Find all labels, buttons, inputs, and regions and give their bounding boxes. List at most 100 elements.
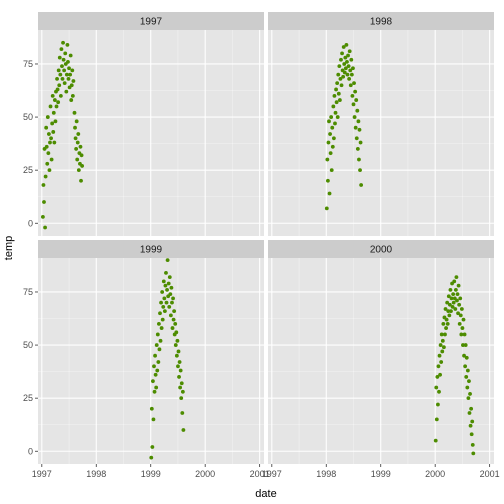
data-point xyxy=(446,309,451,313)
data-point xyxy=(467,379,471,384)
data-point xyxy=(178,368,183,373)
x-tick-label: 1999 xyxy=(141,469,161,479)
data-point xyxy=(46,132,51,136)
data-point xyxy=(451,300,456,305)
y-tick-label: 75 xyxy=(23,287,33,297)
data-point xyxy=(452,279,457,284)
data-point xyxy=(458,313,463,318)
x-tick-label: 1998 xyxy=(86,469,106,479)
data-point xyxy=(165,258,170,263)
data-point xyxy=(51,110,56,115)
data-point xyxy=(343,66,348,71)
data-point xyxy=(168,292,173,296)
data-point xyxy=(153,353,157,358)
data-point xyxy=(339,57,343,62)
data-point xyxy=(171,296,175,301)
data-point xyxy=(334,87,338,92)
data-point xyxy=(445,321,450,326)
facet-strip-label: 1997 xyxy=(140,17,163,28)
data-point xyxy=(49,157,54,162)
data-point xyxy=(335,81,340,85)
data-point xyxy=(454,275,459,280)
data-point xyxy=(326,140,331,145)
data-point xyxy=(342,70,347,75)
data-point xyxy=(49,136,53,141)
data-point xyxy=(436,402,440,407)
data-point xyxy=(354,98,359,102)
data-point xyxy=(469,432,474,437)
data-point xyxy=(46,151,51,156)
data-point xyxy=(327,191,332,196)
data-point xyxy=(149,455,154,460)
data-point xyxy=(68,72,73,77)
data-point xyxy=(43,225,47,230)
data-point xyxy=(70,68,75,73)
data-point xyxy=(333,121,337,126)
data-point xyxy=(151,417,156,422)
data-point xyxy=(336,91,341,96)
data-point xyxy=(58,72,63,77)
data-point xyxy=(157,347,162,352)
data-point xyxy=(64,72,69,77)
facet-strip-label: 2000 xyxy=(370,245,393,256)
data-point xyxy=(160,317,165,322)
facet-strip xyxy=(38,240,264,258)
data-point xyxy=(57,55,62,60)
data-point xyxy=(468,392,472,396)
data-point xyxy=(61,40,65,45)
data-point xyxy=(64,89,69,94)
data-point xyxy=(70,93,75,98)
data-point xyxy=(180,411,185,415)
data-point xyxy=(440,349,445,354)
data-point xyxy=(69,98,74,102)
data-point xyxy=(347,76,352,81)
data-point xyxy=(167,275,172,280)
data-point xyxy=(457,321,462,326)
data-point xyxy=(170,326,175,330)
data-point xyxy=(330,125,335,130)
data-point xyxy=(155,368,160,373)
data-point xyxy=(71,79,76,83)
data-point xyxy=(176,349,181,354)
data-point xyxy=(453,287,458,292)
data-point xyxy=(445,300,450,305)
data-point xyxy=(167,304,172,309)
data-point xyxy=(462,353,466,358)
data-point xyxy=(181,428,186,432)
data-point xyxy=(355,147,360,151)
data-point xyxy=(332,93,337,98)
facet-panel-1998: 1998 xyxy=(268,12,494,236)
data-point xyxy=(168,313,173,318)
data-point xyxy=(448,287,453,292)
facet-strip xyxy=(268,12,494,30)
y-axis-title: temp xyxy=(3,236,15,260)
data-point xyxy=(156,360,161,364)
data-point xyxy=(443,332,447,337)
data-point xyxy=(179,381,184,386)
data-point xyxy=(164,300,169,305)
data-point xyxy=(173,343,178,347)
data-point xyxy=(470,442,475,447)
data-point xyxy=(76,168,81,173)
data-point xyxy=(338,76,343,81)
data-point xyxy=(150,445,155,449)
data-point xyxy=(55,87,60,92)
data-point xyxy=(451,292,456,296)
data-point xyxy=(464,375,469,379)
data-point xyxy=(73,136,78,141)
data-point xyxy=(441,321,446,326)
data-point xyxy=(160,290,165,294)
data-point xyxy=(344,42,349,47)
data-point xyxy=(463,364,468,369)
data-point xyxy=(466,396,471,401)
data-point xyxy=(339,83,344,88)
data-point xyxy=(78,144,83,149)
data-point xyxy=(165,287,169,292)
data-point xyxy=(356,119,361,124)
data-point xyxy=(443,307,448,311)
data-point xyxy=(179,396,184,401)
data-point xyxy=(438,343,443,347)
data-point xyxy=(343,55,348,60)
data-point xyxy=(63,51,68,56)
